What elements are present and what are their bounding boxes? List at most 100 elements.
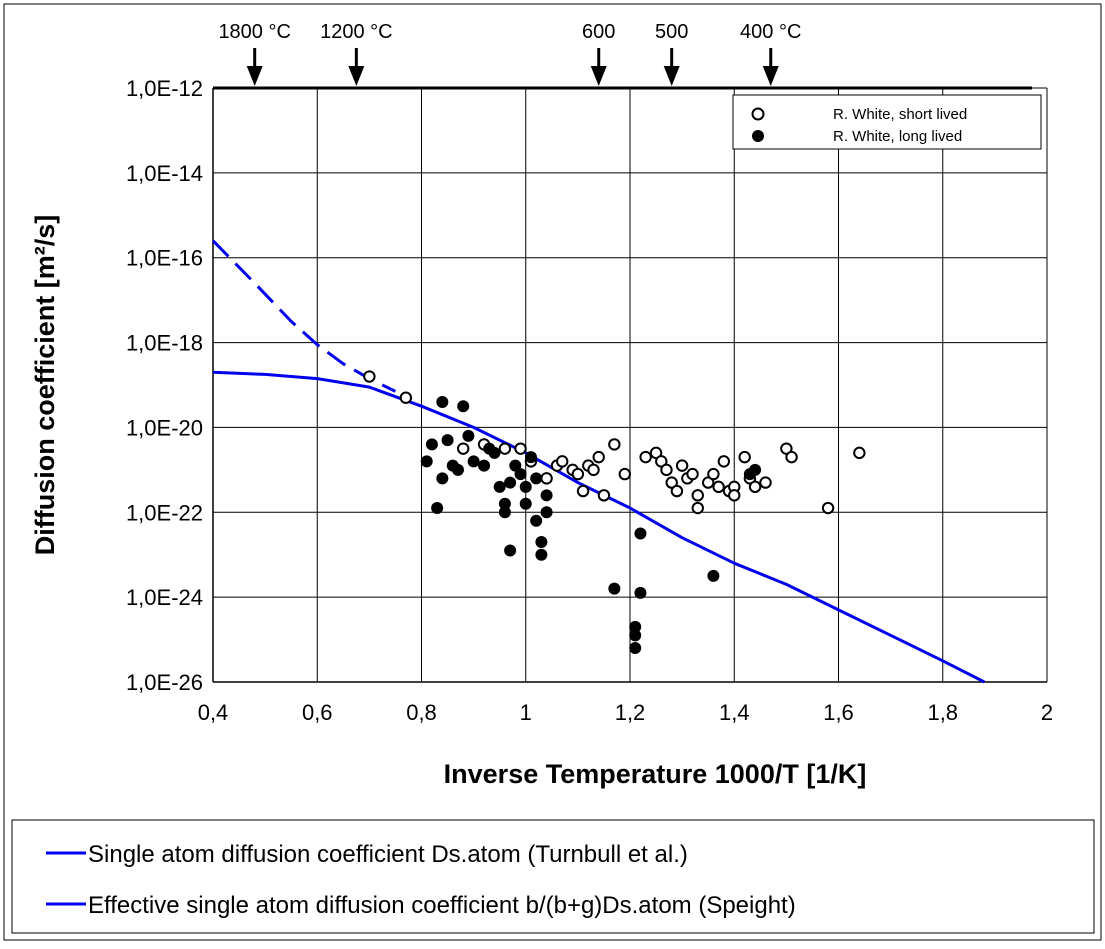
temperature-arrow-head xyxy=(762,66,779,86)
data-point-long-lived xyxy=(431,502,444,515)
data-point-long-lived xyxy=(441,434,454,447)
data-point-short-lived xyxy=(363,370,376,383)
temperature-arrow-head xyxy=(246,66,263,86)
temperature-arrow-head xyxy=(590,66,607,86)
temperature-markers: 1800 °C 1200 °C 600 500 400 °C xyxy=(218,21,801,86)
temperature-marker-label: 600 xyxy=(582,21,615,43)
y-tick-label: 1,0E-12 xyxy=(126,76,203,101)
data-point-short-lived xyxy=(608,438,621,451)
data-point-long-lived xyxy=(462,429,475,442)
data-point-long-lived xyxy=(478,459,491,472)
data-point-short-lived xyxy=(785,450,798,464)
data-point-short-lived xyxy=(587,463,600,477)
data-point-long-lived xyxy=(524,451,537,464)
data-point-long-lived xyxy=(504,476,517,489)
data-point-long-lived xyxy=(629,642,642,655)
axes xyxy=(212,86,1048,683)
data-point-short-lived xyxy=(748,480,762,494)
data-point-long-lived xyxy=(629,629,642,642)
data-point-long-lived xyxy=(535,548,548,561)
data-point-long-lived xyxy=(436,395,449,408)
data-point-long-lived xyxy=(519,497,532,510)
x-axis-label: Inverse Temperature 1000/T [1/K] xyxy=(444,759,867,789)
data-point-short-lived xyxy=(597,489,611,502)
data-point-long-lived xyxy=(530,514,543,527)
legend-entry-short-lived: R. White, short lived xyxy=(833,106,967,123)
data-point-short-lived xyxy=(717,455,731,468)
data-point-short-lived xyxy=(639,450,652,464)
x-tick-label: 1 xyxy=(520,700,532,725)
y-tick-label: 1,0E-26 xyxy=(126,670,203,695)
temperature-arrow-head xyxy=(348,66,365,86)
legend-filled-circle-icon xyxy=(752,130,764,142)
data-point-short-lived xyxy=(853,446,866,460)
data-point-short-lived xyxy=(571,467,585,481)
data-point-long-lived xyxy=(514,468,527,481)
temperature-marker-label: 400 °C xyxy=(740,21,801,43)
data-point-long-lived xyxy=(420,455,433,468)
tick-labels: 0,4 0,6 0,8 1 1,2 1,4 1,6 1,8 2 1,0E-12 1,0E-14 1,0… xyxy=(126,76,1053,725)
data-point-short-lived xyxy=(540,472,553,485)
data-point-long-lived xyxy=(488,446,501,459)
x-tick-label: 1,4 xyxy=(719,700,750,725)
data-point-long-lived xyxy=(629,620,642,633)
data-point-long-lived xyxy=(451,463,464,476)
data-point-long-lived xyxy=(498,506,511,519)
data-point-long-lived xyxy=(467,455,480,468)
y-tick-label: 1,0E-22 xyxy=(126,500,203,525)
data-point-short-lived xyxy=(712,480,725,494)
data-point-short-lived xyxy=(457,442,470,455)
outer-legend-box xyxy=(11,819,1095,934)
x-tick-label: 2 xyxy=(1041,700,1053,725)
x-tick-label: 0,6 xyxy=(302,700,333,725)
data-point-short-lived xyxy=(592,450,605,464)
y-tick-label: 1,0E-20 xyxy=(126,415,203,440)
y-axis-label: Diffusion coefficient [m²/s] xyxy=(30,215,60,556)
temperature-arrow-head xyxy=(663,66,680,86)
data-point-short-lived xyxy=(618,467,631,481)
data-point-long-lived xyxy=(498,497,511,510)
data-point-long-lived xyxy=(608,582,621,595)
data-point-long-lived xyxy=(519,480,532,493)
data-point-long-lived xyxy=(540,489,553,502)
y-tick-label: 1,0E-18 xyxy=(126,331,203,356)
data-point-short-lived xyxy=(691,501,704,515)
y-tick-label: 1,0E-24 xyxy=(126,585,203,610)
data-point-short-lived xyxy=(576,484,590,498)
x-tick-label: 1,2 xyxy=(615,700,646,725)
data-point-short-lived xyxy=(738,450,751,464)
inner-legend: R. White, short lived R. White, long liv… xyxy=(732,94,1042,150)
outer-legend: Single atom diffusion coefficient Ds.ato… xyxy=(11,819,1095,934)
data-point-long-lived xyxy=(436,472,449,485)
data-point-short-lived xyxy=(691,489,704,502)
data-point-long-lived xyxy=(457,400,470,413)
data-point-long-lived xyxy=(425,438,438,451)
data-point-short-lived xyxy=(728,489,741,502)
data-point-long-lived xyxy=(707,569,720,582)
legend-entry-long-lived: R. White, long lived xyxy=(833,128,962,145)
data-point-long-lived xyxy=(634,527,647,540)
temperature-marker-label: 1200 °C xyxy=(320,21,393,43)
data-point-short-lived xyxy=(670,484,684,498)
data-point-long-lived xyxy=(535,535,548,548)
y-tick-label: 1,0E-14 xyxy=(126,161,203,186)
data-point-long-lived xyxy=(749,463,762,476)
x-tick-label: 0,4 xyxy=(198,700,229,725)
chart-outer-border xyxy=(3,3,1102,941)
inner-legend-box xyxy=(732,94,1042,150)
data-point-long-lived xyxy=(504,544,517,557)
legend-open-circle-icon xyxy=(751,107,765,121)
data-point-short-lived xyxy=(707,467,720,481)
data-point-long-lived xyxy=(493,480,506,493)
data-point-short-lived xyxy=(514,442,527,455)
data-point-short-lived xyxy=(675,459,689,472)
x-tick-label: 1,8 xyxy=(927,700,958,725)
data-point-short-lived xyxy=(821,501,835,515)
data-point-short-lived xyxy=(556,455,569,468)
data-point-long-lived xyxy=(530,472,543,485)
data-point-long-lived xyxy=(634,586,647,599)
legend-entry-speight: Effective single atom diffusion coeffici… xyxy=(88,892,796,919)
legend-entry-turnbull: Single atom diffusion coefficient Ds.ato… xyxy=(88,841,688,868)
scatter-series xyxy=(363,370,866,655)
